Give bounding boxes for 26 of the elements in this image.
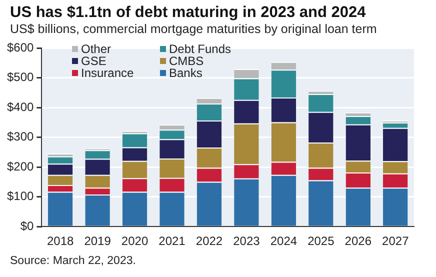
y-tick-label: $400	[6, 100, 34, 114]
x-tick-label: 2024	[270, 234, 298, 248]
x-tick-label: 2020	[121, 234, 148, 248]
x-tick-label: 2019	[84, 234, 112, 248]
y-tick-label: $100	[6, 189, 34, 204]
x-tick-label: 2026	[344, 234, 372, 248]
chart-title: US has $1.1tn of debt maturing in 2023 and 2024	[10, 4, 366, 22]
legend-label: Other	[81, 42, 112, 56]
legend-label: Insurance	[81, 66, 134, 80]
y-tick-label: $200	[6, 159, 34, 174]
x-tick-label: 2022	[196, 234, 223, 248]
x-tick-label: 2018	[46, 234, 74, 248]
legend-label: CMBS	[169, 54, 204, 68]
legend-label: Debt Funds	[169, 42, 232, 56]
x-tick-label: 2021	[158, 234, 186, 248]
x-tick-label: 2023	[233, 234, 260, 248]
chart-subtitle: US$ billions, commercial mortgage maturities by original loan term	[10, 22, 377, 36]
legend-label: GSE	[81, 54, 106, 68]
source-note: Source: March 22, 2023.	[10, 255, 136, 267]
y-tick-label: $300	[6, 130, 34, 144]
x-tick-label: 2027	[382, 234, 410, 248]
y-tick-label: $0	[20, 218, 34, 233]
legend-label: Banks	[169, 66, 202, 80]
x-tick-label: 2025	[308, 234, 335, 248]
y-tick-label: $600	[6, 40, 34, 55]
y-tick-label: $500	[6, 70, 34, 84]
